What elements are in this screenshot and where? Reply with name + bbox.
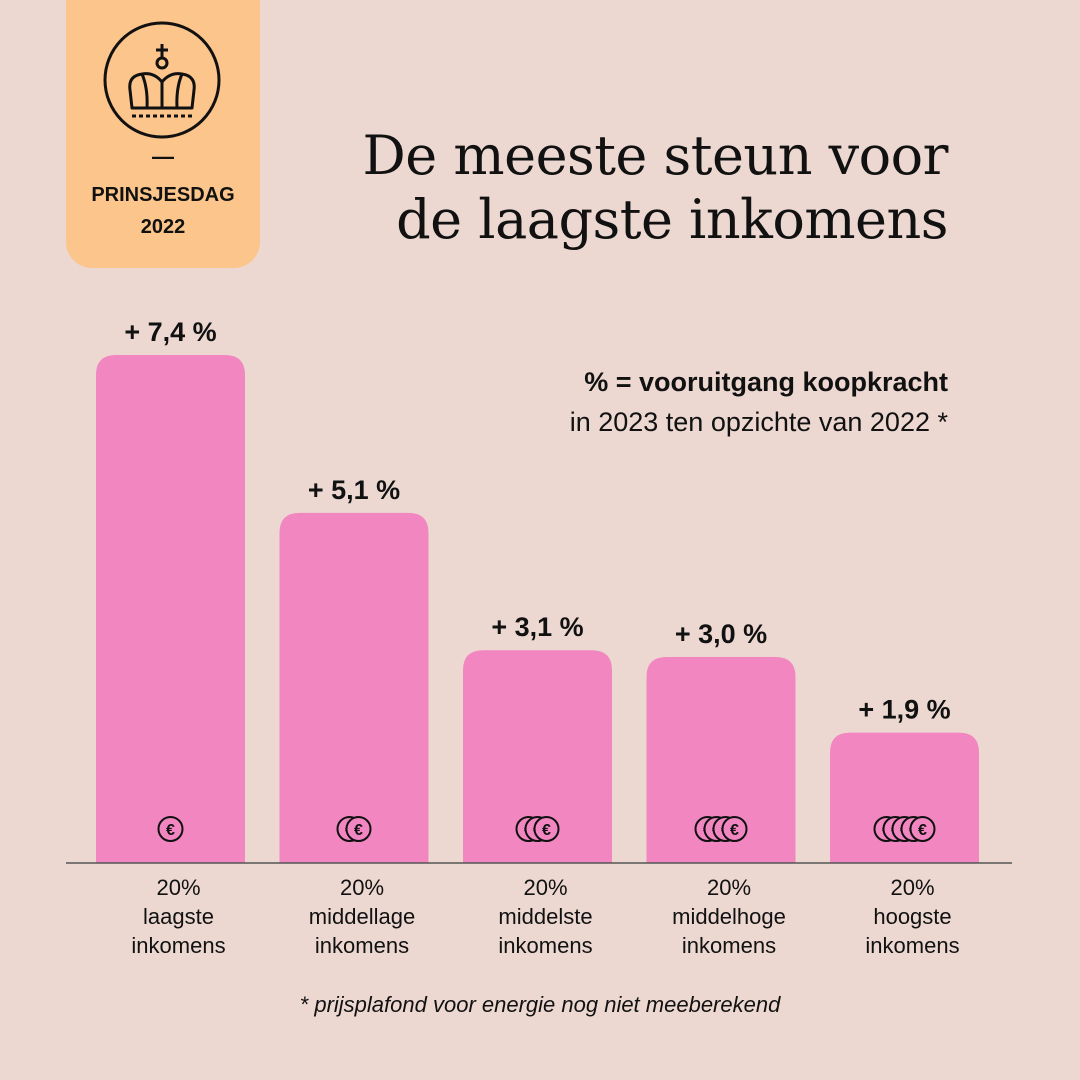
title-line-1: De meeste steun voor (362, 124, 948, 187)
title-line-2: de laagste inkomens (396, 188, 948, 251)
chart-subtitle: % = vooruitgang koopkracht in 2023 ten o… (570, 362, 948, 442)
bar (463, 650, 612, 863)
bar (96, 355, 245, 863)
crown-icon (103, 21, 221, 139)
svg-text:€: € (542, 822, 551, 839)
subtitle-line-2: in 2023 ten opzichte van 2022 * (569, 407, 948, 437)
svg-text:€: € (730, 822, 739, 839)
bar-value-label: + 1,9 % (858, 695, 950, 725)
bar-value-label: + 3,1 % (491, 612, 583, 642)
footnote: * prijsplafond voor energie nog niet mee… (299, 992, 781, 1017)
badge-title: PRINSJESDAG (91, 184, 235, 206)
euro-coin-icon: €€€ (515, 816, 560, 842)
euro-coin-icon: €€€€ (694, 816, 748, 842)
bar-value-label: + 7,4 % (124, 317, 216, 347)
euro-coin-icon: €€ (336, 816, 372, 842)
category-label: 20% middelste inkomens (498, 875, 592, 958)
svg-text:€: € (354, 822, 363, 839)
prinsjesdag-badge: — PRINSJESDAG 2022 (66, 0, 260, 268)
category-label: 20% middellage inkomens (309, 875, 415, 958)
category-label: 20% laagste inkomens (131, 875, 225, 958)
euro-coin-icon: € (157, 816, 184, 842)
subtitle-line-1: % = vooruitgang koopkracht (584, 367, 948, 397)
bar (830, 732, 979, 863)
bar (646, 657, 796, 863)
category-label: 20% hoogste inkomens (865, 875, 959, 958)
bar (279, 512, 429, 863)
svg-text:€: € (918, 822, 927, 839)
bar-value-label: + 3,0 % (675, 619, 767, 649)
bar-value-label: + 5,1 % (308, 475, 400, 505)
euro-coin-icon: €€€€€ (873, 816, 936, 842)
category-label: 20% middelhoge inkomens (672, 875, 786, 958)
page-title: De meeste steun voor de laagste inkomens (362, 124, 948, 252)
badge-dash: — (152, 144, 174, 169)
svg-text:€: € (166, 822, 175, 839)
badge-year: 2022 (140, 216, 186, 238)
